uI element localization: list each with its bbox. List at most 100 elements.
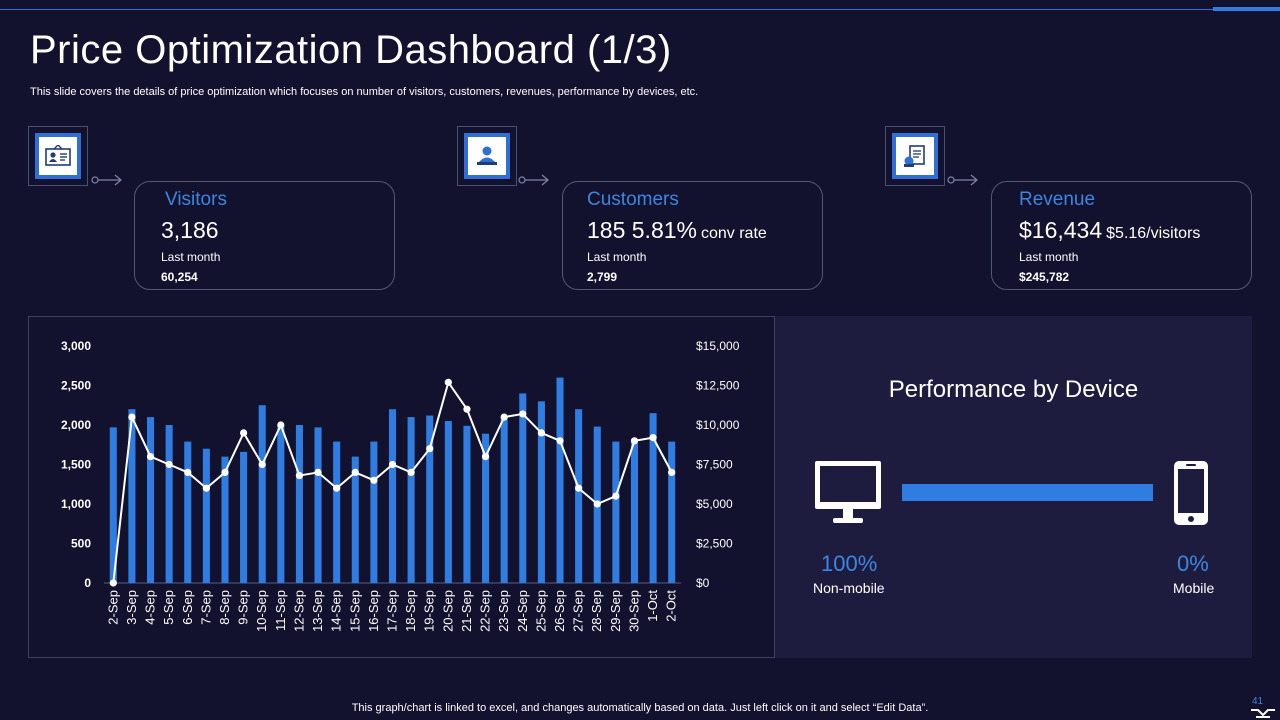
visitors-bar [370, 441, 378, 583]
revenue-point [314, 468, 322, 476]
right-axis-tick-label: $2,500 [696, 537, 733, 551]
category-label: 29-Sep [608, 590, 623, 632]
visitors-bar [240, 451, 248, 583]
visitors-bar [202, 448, 210, 583]
visitors-card: Visitors 3,186 Last month 60,254 [134, 181, 395, 290]
customers-value: 185 5.81% [587, 217, 697, 243]
revenue-point [481, 453, 490, 461]
visitors-connector-arrow [91, 174, 122, 186]
revenue-point [407, 468, 415, 476]
category-label: 18-Sep [403, 590, 418, 632]
mobile-percentage: 0% [1177, 551, 1209, 576]
customers-connector-arrow [518, 174, 549, 186]
visitors-bar [556, 377, 564, 583]
category-label: 1-Oct [645, 590, 660, 622]
revenue-card: Revenue $16,434 $5.16/visitors Last month… [991, 181, 1252, 290]
visitors-revenue-chart[interactable]: 0 500 1,000 1,500 2,000 2,500 3,000 $0 $2,500 $5,… [29, 317, 776, 659]
category-label: 9-Sep [236, 590, 251, 625]
customers-last-month-label: Last month [587, 250, 647, 264]
revenue-point [668, 468, 676, 476]
category-label: 27-Sep [571, 590, 586, 632]
revenue-point [537, 429, 546, 437]
visitors-bar [221, 456, 229, 583]
revenue-point [351, 468, 359, 476]
revenue-point [463, 405, 471, 413]
revenue-point [649, 434, 657, 442]
category-label: 25-Sep [533, 590, 548, 632]
category-label: 20-Sep [440, 590, 455, 632]
left-axis-tick-label: 2,500 [61, 379, 91, 393]
revenue-point [593, 500, 601, 508]
revenue-point [165, 460, 173, 469]
device-panel-title: Performance by Device [888, 376, 1139, 403]
customers-value-line: 185 5.81% conv rate [587, 217, 767, 244]
left-axis-tick-label: 3,000 [61, 339, 91, 353]
visitors-bar [668, 441, 676, 583]
revenue-last-month-value: $245,782 [1019, 270, 1070, 284]
revenue-point [575, 484, 583, 492]
top-rule [0, 9, 1280, 10]
left-axis-tick-label: 500 [71, 537, 91, 551]
page-subtitle: This slide covers the details of price o… [30, 86, 699, 98]
category-label: 17-Sep [385, 590, 400, 632]
revenue-point [612, 492, 620, 500]
visitors-bar [500, 418, 508, 583]
non-mobile-label: Non-mobile [813, 580, 885, 596]
revenue-point [630, 437, 639, 445]
customers-conv-rate-label: conv rate [700, 225, 767, 242]
visitors-bar [314, 427, 322, 583]
visitors-bar [630, 441, 639, 583]
category-label: 22-Sep [478, 590, 493, 632]
visitors-revenue-chart-panel[interactable]: 0 500 1,000 1,500 2,000 2,500 3,000 $0 $2,500 $5,… [28, 316, 775, 658]
revenue-point [444, 378, 452, 386]
category-label: 24-Sep [515, 590, 530, 632]
revenue-icon-box [885, 126, 945, 186]
visitors-bar [519, 393, 527, 583]
category-label: 13-Sep [310, 590, 325, 632]
left-axis-tick-label: 2,000 [61, 418, 91, 432]
mobile-label: Mobile [1173, 580, 1215, 596]
category-label: 10-Sep [254, 590, 269, 632]
category-label: 12-Sep [291, 590, 306, 632]
id-card-icon [45, 145, 71, 166]
handshake-icon [1251, 709, 1275, 718]
visitors-icon-box [28, 126, 88, 186]
page-title: Price Optimization Dashboard (1/3) [30, 28, 672, 72]
visitors-bar [463, 425, 471, 583]
revenue-point [109, 579, 117, 587]
category-label: 3-Sep [124, 590, 139, 625]
revenue-point [500, 413, 508, 421]
right-axis-tick-label: $12,500 [696, 379, 740, 393]
customer-icon [477, 146, 497, 165]
revenue-point [258, 460, 266, 469]
revenue-point [519, 410, 527, 418]
revenue-last-month-label: Last month [1019, 250, 1079, 264]
category-label: 28-Sep [589, 590, 604, 632]
revenue-point [221, 468, 229, 476]
visitors-bar [426, 415, 434, 583]
top-accent-bar [1213, 7, 1280, 11]
visitors-bar [575, 409, 583, 583]
left-axis-tick-label: 0 [84, 576, 91, 590]
visitors-bar [146, 417, 155, 583]
footer-note: This graph/chart is linked to excel, and… [351, 702, 929, 714]
category-label: 5-Sep [161, 590, 176, 625]
visitors-bar [109, 427, 117, 583]
revenue-point [202, 484, 210, 492]
visitors-bar [482, 433, 490, 583]
right-axis-tick-label: $5,000 [696, 497, 733, 511]
customers-card: Customers 185 5.81% conv rate Last month … [562, 181, 823, 290]
revenue-connector-arrow [947, 174, 978, 186]
revenue-point [295, 471, 304, 480]
right-axis-tick-label: $7,500 [696, 458, 733, 472]
customers-icon-box [457, 126, 517, 186]
non-mobile-share-bar [902, 484, 1153, 501]
non-mobile-percentage: 100% [821, 551, 878, 576]
visitors-bar [444, 421, 452, 583]
revenue-point [556, 437, 564, 445]
visitors-bar [351, 456, 359, 583]
visitors-bar [612, 441, 620, 583]
revenue-point [388, 460, 397, 469]
category-label: 21-Sep [459, 590, 474, 632]
revenue-point [128, 413, 136, 421]
